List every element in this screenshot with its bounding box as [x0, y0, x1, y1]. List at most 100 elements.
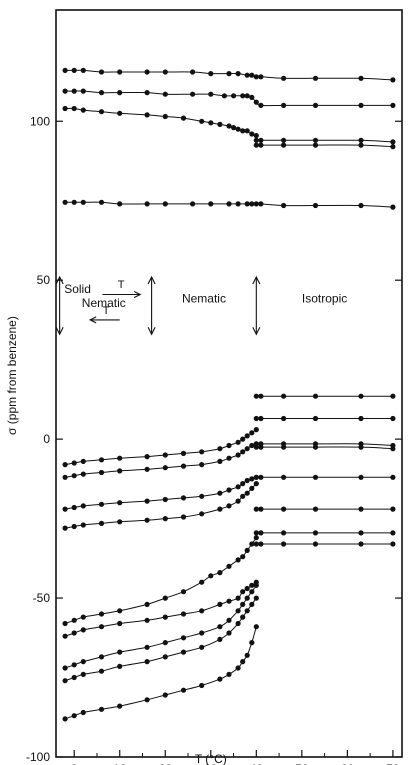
data-point	[117, 110, 123, 116]
data-point	[253, 415, 259, 422]
data-point	[98, 706, 105, 712]
data-point	[281, 474, 287, 480]
series-17	[253, 541, 396, 547]
data-point	[312, 202, 319, 209]
data-point	[98, 469, 105, 476]
data-point	[253, 481, 259, 487]
data-point	[240, 449, 246, 455]
solid-boundary-arrow	[55, 275, 64, 336]
data-point	[117, 90, 123, 96]
data-point	[253, 99, 259, 105]
data-point	[71, 617, 77, 623]
data-point	[180, 611, 187, 617]
data-point	[312, 102, 319, 108]
data-point	[199, 493, 205, 499]
data-point	[235, 452, 241, 458]
data-point	[62, 525, 68, 531]
data-point	[358, 530, 364, 536]
data-point	[249, 601, 255, 608]
series-11	[62, 441, 259, 480]
data-point	[217, 490, 223, 496]
data-point	[117, 649, 123, 655]
data-point	[281, 75, 287, 81]
data-point	[235, 608, 241, 614]
cooling-t-label: T	[103, 305, 110, 317]
data-point	[253, 474, 259, 480]
data-point	[240, 493, 246, 499]
data-point	[312, 415, 319, 422]
data-point	[62, 678, 68, 684]
data-point	[235, 498, 241, 504]
data-point	[199, 579, 205, 585]
data-point	[249, 476, 255, 482]
data-point	[253, 624, 259, 630]
data-point	[144, 697, 150, 703]
data-point	[244, 585, 250, 592]
nematic-left-label: Nematic	[82, 296, 126, 310]
data-point	[235, 620, 241, 627]
heating-t-label: T	[118, 279, 125, 291]
data-point	[98, 69, 105, 75]
data-point	[226, 201, 232, 207]
data-point	[240, 436, 246, 442]
isotropic-label: Isotropic	[302, 291, 347, 305]
data-point	[217, 636, 223, 643]
data-point	[144, 454, 150, 460]
series-line	[64, 585, 257, 669]
data-point	[258, 530, 264, 536]
data-point	[199, 682, 205, 689]
series-line	[65, 476, 257, 510]
data-point	[312, 75, 319, 81]
x-tick-label: 0	[71, 762, 78, 765]
data-point	[71, 473, 77, 479]
data-point	[98, 109, 105, 115]
data-point	[281, 530, 287, 536]
data-point	[71, 674, 77, 681]
data-point	[226, 630, 232, 636]
data-point	[281, 202, 287, 209]
data-point	[390, 204, 396, 210]
data-point	[199, 511, 205, 517]
data-point	[162, 91, 168, 97]
data-point	[249, 589, 255, 595]
data-point	[240, 128, 246, 134]
data-point	[249, 442, 255, 449]
x-tick-label: 60	[341, 762, 355, 765]
data-point	[98, 520, 105, 527]
data-point	[258, 541, 264, 547]
data-point	[98, 199, 105, 205]
data-point	[80, 458, 86, 464]
data-point	[226, 503, 232, 509]
data-point	[249, 201, 255, 207]
data-point	[180, 649, 187, 655]
data-point	[217, 121, 223, 127]
cooling-arrow	[88, 316, 120, 324]
data-point	[80, 614, 86, 620]
data-point	[144, 466, 150, 472]
data-point	[281, 102, 287, 108]
data-point	[208, 573, 214, 579]
data-point	[390, 77, 396, 83]
data-point	[180, 589, 187, 595]
data-point	[144, 201, 150, 207]
data-point	[281, 393, 287, 399]
series-line	[256, 144, 393, 148]
data-point	[253, 142, 259, 148]
data-point	[98, 668, 105, 674]
data-point	[162, 69, 168, 75]
data-point	[80, 709, 86, 716]
x-tick-label: 30	[204, 762, 218, 765]
data-point	[217, 676, 223, 682]
data-point	[190, 91, 196, 97]
data-point	[231, 125, 237, 131]
data-point	[253, 393, 259, 399]
data-point	[144, 659, 150, 665]
data-point	[244, 595, 250, 601]
data-point	[226, 442, 232, 449]
data-point	[98, 611, 105, 617]
data-point	[235, 201, 241, 207]
data-point	[358, 393, 364, 399]
data-point	[226, 487, 232, 493]
data-point	[62, 199, 68, 205]
